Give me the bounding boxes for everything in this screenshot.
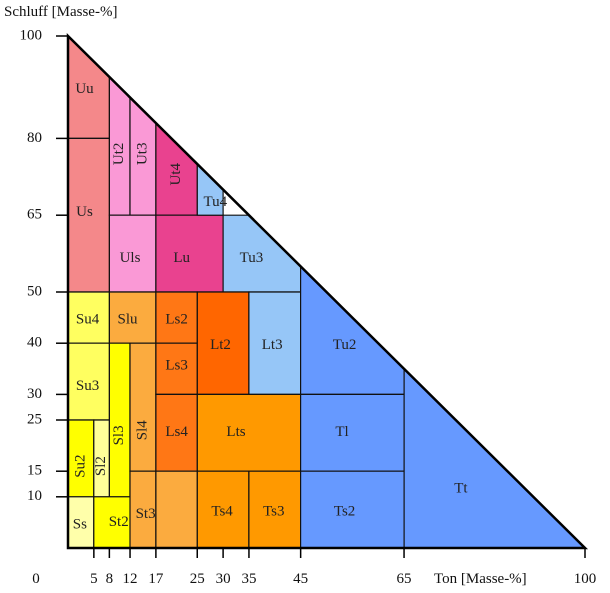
class-label-lt3: Lt3 (262, 337, 283, 353)
class-label-tu3: Tu3 (240, 250, 264, 266)
class-label-tl: Tl (335, 424, 348, 440)
y-tick-label-15: 15 (27, 463, 42, 479)
y-tick-label-80: 80 (27, 130, 42, 146)
class-label-st2: St2 (109, 514, 129, 530)
class-label-ls3: Ls3 (165, 358, 188, 374)
class-label-ts3: Ts3 (263, 504, 284, 520)
class-label-su4: Su4 (76, 312, 100, 328)
class-label-slu: Slu (117, 312, 138, 328)
region-lts (196, 393, 302, 472)
y-axis: 100 80 65 50 40 30 25 15 10 (20, 27, 68, 504)
x-tick-label-100: 100 (574, 571, 597, 587)
class-label-ls2: Ls2 (165, 312, 188, 328)
class-label-sl2: Sl2 (93, 456, 109, 476)
class-label-us: Us (76, 204, 93, 220)
y-tick-label-65: 65 (27, 207, 42, 223)
x-tick-label-65: 65 (397, 571, 412, 587)
y-tick-label-30: 30 (27, 386, 42, 402)
y-tick-label-100: 100 (20, 27, 43, 43)
class-label-su2: Su2 (72, 454, 88, 477)
class-label-sl3: Sl3 (111, 425, 127, 445)
class-label-lt2: Lt2 (210, 337, 231, 353)
x-tick-label-8: 8 (106, 571, 114, 587)
class-label-tu2: Tu2 (333, 337, 357, 353)
x-tick-label-30: 30 (216, 571, 231, 587)
class-label-tt: Tt (454, 481, 468, 497)
y-tick-label-25: 25 (27, 411, 42, 427)
class-label-ut3: Ut3 (134, 143, 150, 166)
x-tick-label-12: 12 (123, 571, 138, 587)
x-axis-title: Ton [Masse-%] (434, 571, 527, 587)
region-tl (300, 393, 405, 472)
class-label-ts4: Ts4 (211, 504, 233, 520)
region-st3b (155, 470, 198, 549)
class-label-su3: Su3 (76, 378, 99, 394)
class-label-uls: Uls (120, 250, 141, 266)
y-tick-label-40: 40 (27, 335, 42, 351)
region-sl3 (108, 342, 131, 498)
x-axis: 5 8 12 17 25 30 35 45 65 100 (90, 548, 596, 587)
class-label-st3: St3 (136, 506, 156, 522)
class-label-ls4: Ls4 (165, 424, 188, 440)
x-tick-label-45: 45 (293, 571, 308, 587)
x-tick-label-25: 25 (190, 571, 205, 587)
y-tick-label-50: 50 (27, 283, 42, 299)
region-sl4 (129, 342, 157, 472)
x-tick-label-35: 35 (241, 571, 256, 587)
y-tick-label-10: 10 (27, 488, 42, 504)
x-tick-label-5: 5 (90, 571, 98, 587)
region-tu2 (300, 264, 405, 395)
class-label-tu4: Tu4 (203, 194, 227, 210)
class-label-sl4: Sl4 (134, 420, 150, 441)
class-label-lts: Lts (226, 424, 245, 440)
class-label-ts2: Ts2 (334, 504, 355, 520)
y-axis-title: Schluff [Masse-%] (4, 4, 117, 20)
class-label-ut2: Ut2 (111, 143, 127, 166)
class-label-ss: Ss (73, 516, 87, 532)
class-regions (67, 34, 587, 549)
class-label-uu: Uu (75, 81, 94, 97)
x-axis-origin-label: 0 (32, 571, 40, 587)
class-label-ut4: Ut4 (168, 162, 184, 185)
class-label-lu: Lu (173, 250, 190, 266)
x-tick-label-17: 17 (148, 571, 164, 587)
